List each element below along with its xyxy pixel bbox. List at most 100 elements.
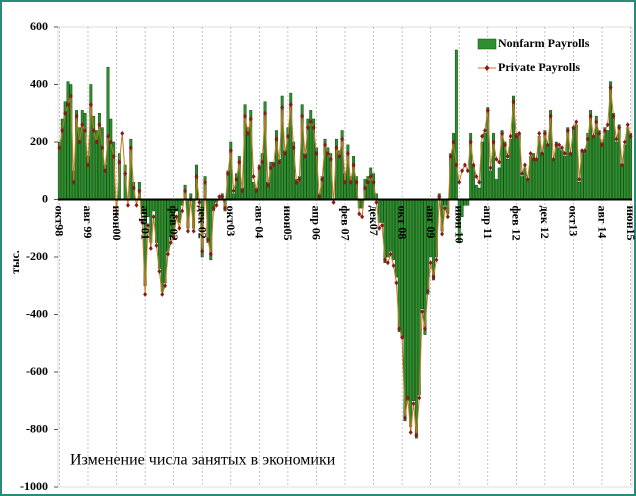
- marker: [103, 168, 108, 174]
- marker: [411, 401, 416, 407]
- marker: [545, 142, 550, 148]
- marker: [154, 243, 159, 248]
- marker: [334, 145, 339, 151]
- marker: [394, 280, 399, 286]
- marker: [537, 130, 542, 136]
- marker: [617, 125, 622, 131]
- bar: [614, 141, 618, 200]
- marker: [185, 228, 190, 234]
- legend-label: Private Payrolls: [498, 60, 580, 74]
- marker: [557, 142, 562, 148]
- marker: [151, 214, 156, 220]
- marker: [197, 199, 202, 205]
- bar: [497, 167, 501, 200]
- bar: [489, 170, 493, 200]
- marker: [114, 211, 119, 217]
- bar: [369, 167, 373, 200]
- marker: [177, 225, 182, 231]
- bar: [606, 130, 610, 200]
- marker: [605, 122, 610, 128]
- bar: [414, 199, 418, 439]
- marker: [108, 139, 113, 145]
- marker: [577, 176, 582, 182]
- marker: [91, 128, 96, 133]
- bar: [503, 141, 507, 200]
- marker: [460, 168, 465, 174]
- marker: [165, 251, 170, 257]
- marker: [337, 153, 342, 159]
- marker: [191, 228, 196, 234]
- marker: [431, 274, 436, 280]
- marker: [80, 122, 85, 128]
- bar: [392, 199, 395, 261]
- marker: [425, 289, 430, 294]
- x-tick-label: авг 04: [253, 206, 267, 239]
- bar: [600, 141, 604, 200]
- marker: [400, 335, 405, 340]
- marker: [223, 205, 228, 211]
- bar: [109, 118, 113, 200]
- marker: [440, 231, 445, 237]
- marker: [531, 156, 536, 162]
- marker: [551, 156, 556, 162]
- marker: [63, 110, 68, 116]
- marker: [328, 156, 333, 162]
- marker: [591, 133, 596, 139]
- marker: [317, 194, 322, 200]
- x-tick-label: окт13: [567, 206, 581, 237]
- marker: [482, 128, 487, 133]
- marker: [228, 148, 233, 154]
- y-tick-label: 0: [42, 191, 48, 205]
- marker: [217, 194, 222, 200]
- marker: [548, 113, 553, 119]
- bar: [494, 179, 498, 200]
- marker: [580, 148, 585, 154]
- marker: [360, 214, 365, 220]
- marker: [174, 214, 179, 220]
- marker: [285, 133, 290, 139]
- x-tick-label: июн 10: [452, 206, 466, 244]
- marker: [257, 165, 262, 171]
- marker: [231, 188, 236, 194]
- marker: [602, 128, 607, 133]
- x-tick-label: апр 01: [138, 206, 152, 240]
- marker: [97, 122, 102, 128]
- legend-swatch: [477, 38, 497, 50]
- y-tick-label: 600: [30, 19, 48, 33]
- marker: [465, 168, 470, 174]
- bar: [537, 136, 541, 200]
- marker: [582, 148, 587, 154]
- bar: [454, 49, 458, 200]
- bar: [160, 199, 164, 292]
- bar: [506, 159, 510, 200]
- marker: [500, 130, 505, 136]
- marker: [562, 151, 567, 156]
- marker: [542, 130, 547, 136]
- marker: [157, 268, 162, 274]
- marker: [277, 159, 282, 165]
- marker: [100, 145, 105, 151]
- marker: [331, 199, 336, 205]
- marker: [200, 248, 205, 254]
- marker: [340, 136, 345, 142]
- marker: [525, 176, 530, 182]
- x-tick-label: дек07: [367, 206, 381, 236]
- y-tick-label: -1000: [20, 479, 48, 493]
- marker: [243, 113, 248, 119]
- marker: [274, 136, 279, 142]
- marker: [428, 260, 433, 266]
- marker: [485, 107, 490, 113]
- marker: [134, 202, 139, 208]
- marker: [534, 156, 539, 162]
- marker: [377, 225, 382, 231]
- y-tick-label: -800: [26, 421, 48, 435]
- x-tick-label: авг 09: [424, 206, 438, 239]
- marker: [234, 176, 239, 182]
- marker: [203, 179, 208, 185]
- bar: [514, 133, 518, 200]
- marker: [85, 162, 90, 168]
- bar: [246, 127, 250, 200]
- marker: [571, 125, 576, 131]
- bar: [83, 113, 87, 200]
